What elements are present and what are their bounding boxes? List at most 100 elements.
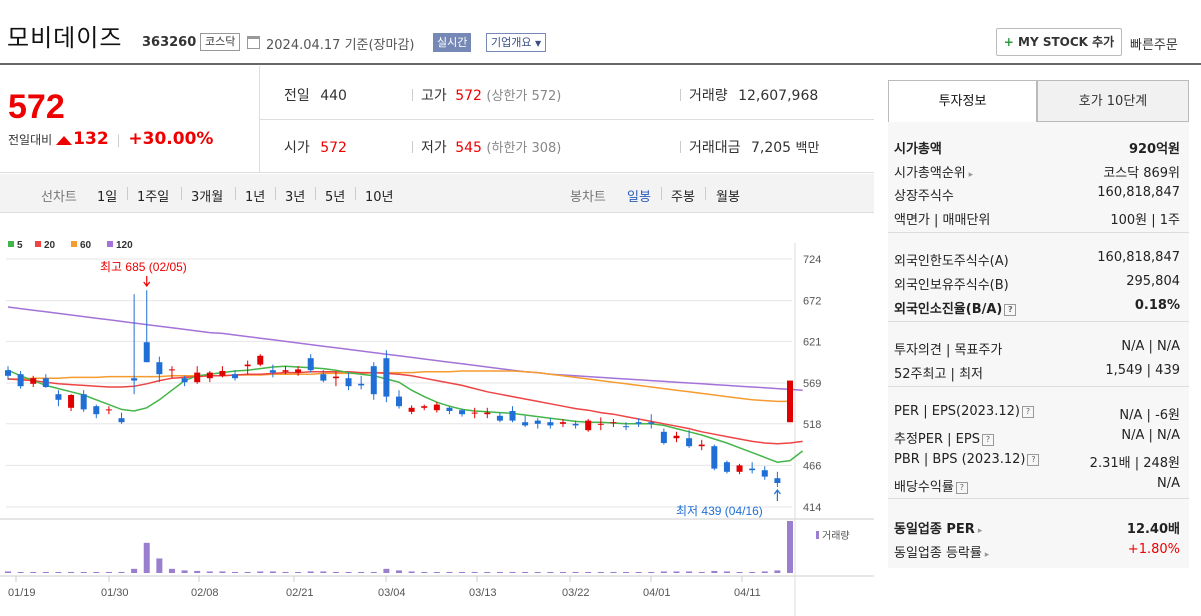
- tab-1year[interactable]: 1년: [245, 190, 266, 205]
- ma20-line: [7, 371, 803, 445]
- tab-1week[interactable]: 1주일: [137, 190, 170, 205]
- candle-body: [610, 422, 617, 424]
- tab-5year[interactable]: 5년: [325, 190, 346, 205]
- volume-bar: [244, 571, 251, 573]
- info-row: 배당수익률? N/A: [894, 476, 1180, 496]
- legend-swatch: [8, 241, 14, 247]
- candle-body: [307, 358, 314, 371]
- volume-bar: [761, 571, 768, 573]
- candle-body: [42, 378, 49, 387]
- caret-down-icon: ▼: [534, 39, 542, 48]
- help-icon[interactable]: ?: [1004, 304, 1017, 316]
- info-value: +1.80%: [1127, 542, 1180, 557]
- help-icon[interactable]: ?: [981, 434, 994, 446]
- info-row[interactable]: 동일업종 PER ▸ 12.40배: [894, 518, 1180, 538]
- candle-body: [383, 358, 390, 397]
- volume-bar: [80, 571, 87, 573]
- candle-body: [118, 418, 125, 423]
- tab-10year[interactable]: 10년: [365, 190, 394, 205]
- candlestick-chart[interactable]: 724 672 621 569 518 466 414 01/19 01/30 02/08 02/2…: [0, 213, 874, 616]
- volume-bar: [269, 571, 276, 573]
- info-row: 액면가 | 매매단위 100원 | 1주: [894, 209, 1180, 229]
- chevron-right-icon[interactable]: ▸: [965, 170, 974, 180]
- info-table: 시가총액 920억원 시가총액순위 ▸ 코스닥 869위 상장주식수 160,818,84…: [888, 122, 1189, 568]
- candle-body: [635, 422, 642, 424]
- trade-amount: 거래대금 7,205 백만: [680, 137, 819, 157]
- candle-body: [597, 423, 604, 425]
- change-label: 전일대비: [8, 133, 53, 147]
- candle-body: [156, 362, 163, 375]
- legend-label: 60: [80, 240, 92, 251]
- volume-bar: [181, 570, 188, 573]
- candle-body: [509, 411, 516, 421]
- candle-body: [534, 420, 541, 424]
- info-row: 외국인보유주식수(B) 295,804: [894, 274, 1180, 294]
- info-label: 동일업종 PER ▸: [894, 522, 983, 537]
- x-tick-label: 01/19: [8, 587, 36, 599]
- candle-body: [572, 423, 579, 426]
- info-label: 외국인한도주식수(A): [894, 254, 1009, 269]
- info-label: 동일업종 등락률 ▸: [894, 546, 990, 561]
- help-icon[interactable]: ?: [955, 482, 968, 494]
- volume-bar: [332, 571, 339, 573]
- info-label: 상장주식수: [894, 189, 954, 204]
- volume-legend-swatch: [816, 531, 819, 539]
- info-label: 52주최고 | 최저: [894, 367, 983, 382]
- volume-label: 거래량: [822, 530, 850, 542]
- x-tick-label: 02/21: [286, 587, 314, 599]
- quick-order-link[interactable]: 빠른주문: [1130, 38, 1178, 53]
- chevron-right-icon[interactable]: ▸: [981, 550, 990, 560]
- info-value: 코스닥 869위: [1103, 166, 1180, 181]
- realtime-button[interactable]: 실시간: [433, 33, 472, 52]
- info-label: PER | EPS(2023.12)?: [894, 404, 1034, 419]
- info-value: 160,818,847: [1097, 185, 1180, 200]
- candle-body: [370, 366, 377, 395]
- volume-bar: [219, 571, 226, 573]
- tab-1day[interactable]: 1일: [97, 190, 118, 205]
- help-icon[interactable]: ?: [1021, 406, 1034, 418]
- volume-bar: [597, 571, 604, 573]
- legend-swatch: [35, 241, 41, 247]
- calendar-icon: [247, 36, 260, 49]
- info-label: 시가총액순위 ▸: [894, 166, 974, 181]
- candle-body: [194, 372, 201, 383]
- candle-body: [168, 369, 175, 371]
- volume-bar: [42, 571, 49, 573]
- volume-bar: [156, 558, 163, 573]
- candle-body: [282, 370, 289, 372]
- info-row: 외국인한도주식수(A) 160,818,847: [894, 250, 1180, 270]
- y-tick-label: 466: [803, 460, 821, 472]
- tab-daily[interactable]: 일봉: [627, 190, 651, 205]
- info-tabs: 투자정보 호가 10단계: [888, 80, 1189, 122]
- current-price: 572: [8, 88, 65, 126]
- up-arrow-icon: [56, 136, 73, 145]
- tab-3month[interactable]: 3개월: [191, 190, 224, 205]
- candle-body: [93, 406, 100, 415]
- tab-weekly[interactable]: 주봉: [671, 190, 695, 205]
- tab-3year[interactable]: 3년: [285, 190, 306, 205]
- plus-icon: +: [1003, 35, 1014, 49]
- company-overview-dropdown[interactable]: 기업개요 ▼: [486, 33, 547, 52]
- info-row[interactable]: 동일업종 등락률 ▸ +1.80%: [894, 542, 1180, 562]
- tab-orderbook-10[interactable]: 호가 10단계: [1037, 80, 1189, 122]
- info-label: 배당수익률?: [894, 476, 968, 495]
- help-icon[interactable]: ?: [1027, 454, 1040, 466]
- candle-body: [232, 374, 239, 379]
- candle-body: [459, 410, 466, 415]
- my-stock-add-label: MY STOCK 추가: [1018, 35, 1115, 49]
- candle-body: [143, 342, 150, 363]
- volume-bar: [68, 571, 75, 573]
- x-tick-label: 02/08: [191, 587, 219, 599]
- candle-body: [673, 435, 680, 439]
- tab-monthly[interactable]: 월봉: [716, 190, 740, 205]
- candle-body: [105, 409, 112, 411]
- volume-bar: [433, 571, 440, 573]
- chevron-right-icon[interactable]: ▸: [974, 526, 983, 536]
- candle-body: [269, 370, 276, 373]
- info-row[interactable]: 시가총액순위 ▸ 코스닥 869위: [894, 162, 1180, 182]
- x-tick-label: 03/04: [378, 587, 406, 599]
- tab-investment-info[interactable]: 투자정보: [888, 80, 1037, 122]
- my-stock-add-button[interactable]: + MY STOCK 추가: [996, 28, 1122, 56]
- candle-body: [761, 470, 768, 477]
